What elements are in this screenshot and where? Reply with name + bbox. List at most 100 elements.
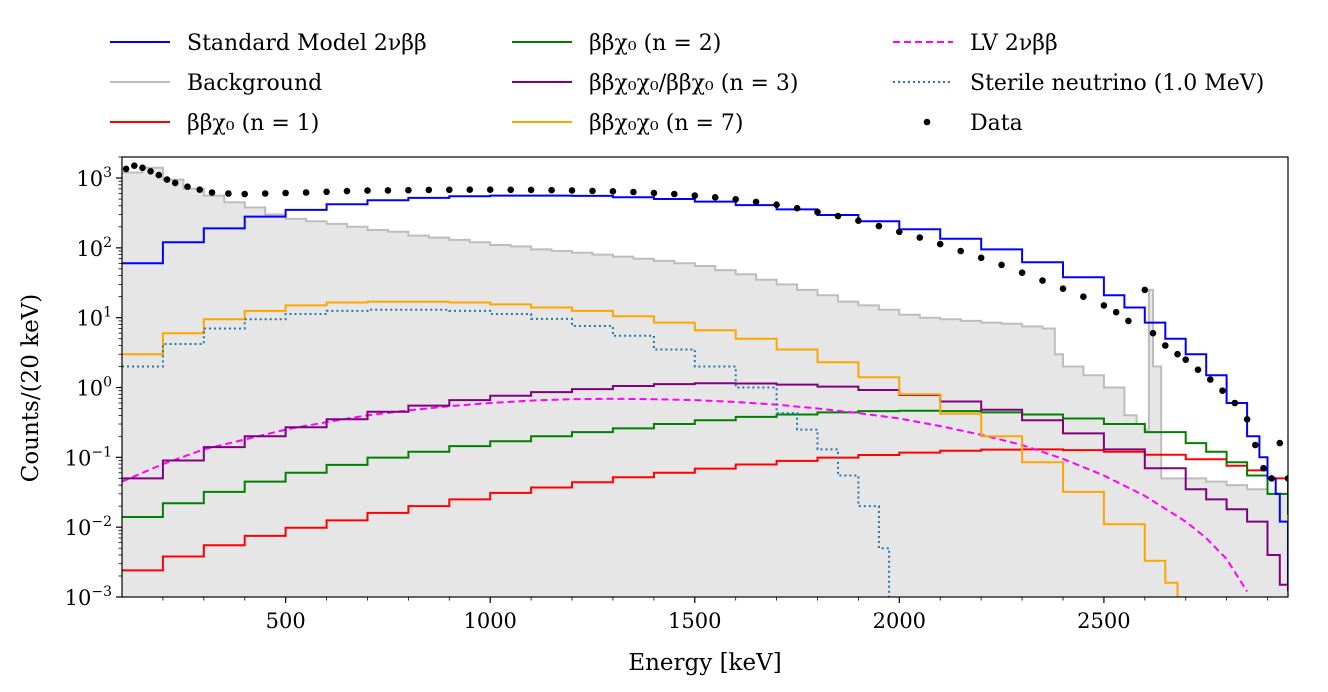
y-tick-label: 102 bbox=[76, 235, 112, 261]
data-point bbox=[1018, 269, 1026, 277]
series-n3 bbox=[122, 382, 1288, 592]
data-point bbox=[171, 179, 179, 187]
series-n7 bbox=[122, 300, 1179, 597]
legend-item-n1: ββχ₀ (n = 1) bbox=[110, 111, 319, 136]
y-tick-label: 103 bbox=[76, 165, 112, 191]
x-axis-label: Energy [keV] bbox=[628, 650, 781, 676]
series-sm bbox=[122, 194, 1288, 585]
data-point bbox=[1219, 387, 1226, 395]
series-background-line bbox=[122, 166, 1288, 507]
plot-area bbox=[122, 162, 1288, 597]
data-point bbox=[1252, 441, 1259, 449]
data-point bbox=[650, 189, 658, 197]
data-point bbox=[711, 194, 719, 201]
data-point bbox=[691, 192, 699, 199]
data-point bbox=[793, 204, 801, 212]
y-axis-label: Counts/(20 keV) bbox=[18, 294, 44, 483]
data-point bbox=[1182, 356, 1189, 364]
legend: Standard Model 2νββ Background ββχ₀ (n = 1… bbox=[110, 31, 1264, 136]
data-point bbox=[155, 171, 163, 179]
data-point bbox=[507, 186, 514, 194]
data-point bbox=[1276, 439, 1284, 447]
y-tick-label: 10−1 bbox=[65, 444, 112, 470]
data-point bbox=[527, 186, 535, 194]
data-point bbox=[184, 183, 191, 190]
data-point bbox=[1149, 329, 1157, 337]
data-point bbox=[241, 190, 248, 198]
legend-label: Sterile neutrino (1.0 MeV) bbox=[970, 71, 1264, 96]
data-point bbox=[261, 190, 269, 197]
y-tick-label: 100 bbox=[76, 375, 112, 401]
data-point bbox=[466, 186, 474, 193]
x-tick-label: 1500 bbox=[668, 609, 721, 633]
data-point bbox=[163, 176, 171, 183]
data-point bbox=[1260, 464, 1267, 472]
legend-label: Background bbox=[187, 71, 322, 96]
data-point bbox=[343, 187, 351, 195]
data-point bbox=[855, 217, 862, 224]
data-point bbox=[1112, 308, 1120, 316]
x-tick-label: 2500 bbox=[1077, 609, 1130, 633]
data-point bbox=[875, 222, 883, 230]
data-point bbox=[122, 165, 130, 173]
data-point bbox=[936, 240, 944, 248]
legend-item-lv: LV 2νββ bbox=[893, 31, 1058, 56]
legend-label: ββχ₀χ₀ (n = 7) bbox=[589, 111, 743, 136]
data-point bbox=[568, 187, 576, 194]
data-point bbox=[1243, 416, 1251, 423]
legend-swatch bbox=[923, 118, 931, 126]
data-point bbox=[196, 186, 203, 193]
data-point bbox=[1284, 475, 1288, 482]
data-point bbox=[364, 187, 371, 194]
data-point bbox=[139, 164, 146, 172]
legend-item-bg: Background bbox=[110, 71, 322, 96]
y-tick-label: 101 bbox=[76, 305, 112, 331]
data-point bbox=[302, 189, 310, 196]
legend-item-data: Data bbox=[923, 111, 1023, 136]
legend-label: ββχ₀ (n = 1) bbox=[187, 111, 319, 136]
y-tick-label: 10−2 bbox=[65, 514, 112, 540]
data-point bbox=[405, 186, 412, 194]
legend-item-sterile: Sterile neutrino (1.0 MeV) bbox=[893, 71, 1264, 96]
data-point bbox=[323, 188, 330, 196]
data-point bbox=[1268, 475, 1275, 482]
legend-item-n7: ββχ₀χ₀ (n = 7) bbox=[512, 111, 743, 136]
legend-label: Standard Model 2νββ bbox=[187, 31, 427, 56]
data-point bbox=[630, 188, 637, 196]
legend-item-n2: ββχ₀ (n = 2) bbox=[512, 31, 721, 56]
data-point bbox=[896, 228, 903, 236]
data-point bbox=[814, 208, 821, 216]
series-sterile bbox=[122, 308, 891, 597]
legend-label: LV 2νββ bbox=[970, 31, 1058, 56]
data-point bbox=[998, 261, 1005, 269]
data-point bbox=[609, 188, 617, 195]
data-point bbox=[1080, 293, 1087, 301]
data-point bbox=[732, 196, 739, 203]
data-point bbox=[1194, 366, 1202, 374]
data-point bbox=[773, 201, 780, 208]
data-point bbox=[1174, 350, 1181, 358]
legend-label: ββχ₀χ₀/ββχ₀ (n = 3) bbox=[589, 71, 798, 96]
data-point bbox=[671, 190, 678, 198]
data-point bbox=[1162, 342, 1169, 349]
legend-item-n3: ββχ₀χ₀/ββχ₀ (n = 3) bbox=[512, 71, 798, 96]
data-point bbox=[486, 186, 494, 193]
x-tick-label: 2000 bbox=[873, 609, 926, 633]
axes: 500 1000 1500 2000 2500 103 102 101 100 10−1 10−2 1… bbox=[65, 156, 1289, 633]
data-point bbox=[147, 168, 154, 175]
data-point bbox=[1141, 286, 1149, 294]
data-point bbox=[425, 186, 433, 194]
data-point bbox=[446, 186, 453, 194]
legend-label: ββχ₀ (n = 2) bbox=[589, 31, 721, 56]
data-point bbox=[225, 190, 232, 197]
data-point bbox=[589, 187, 596, 195]
data-point bbox=[384, 187, 392, 194]
plot-frame bbox=[121, 156, 1289, 598]
data-point bbox=[131, 162, 138, 169]
data-point bbox=[1059, 285, 1067, 293]
data-point bbox=[208, 189, 216, 196]
legend-item-sm: Standard Model 2νββ bbox=[110, 31, 427, 56]
data-point bbox=[977, 254, 985, 262]
data-point bbox=[1039, 277, 1046, 284]
